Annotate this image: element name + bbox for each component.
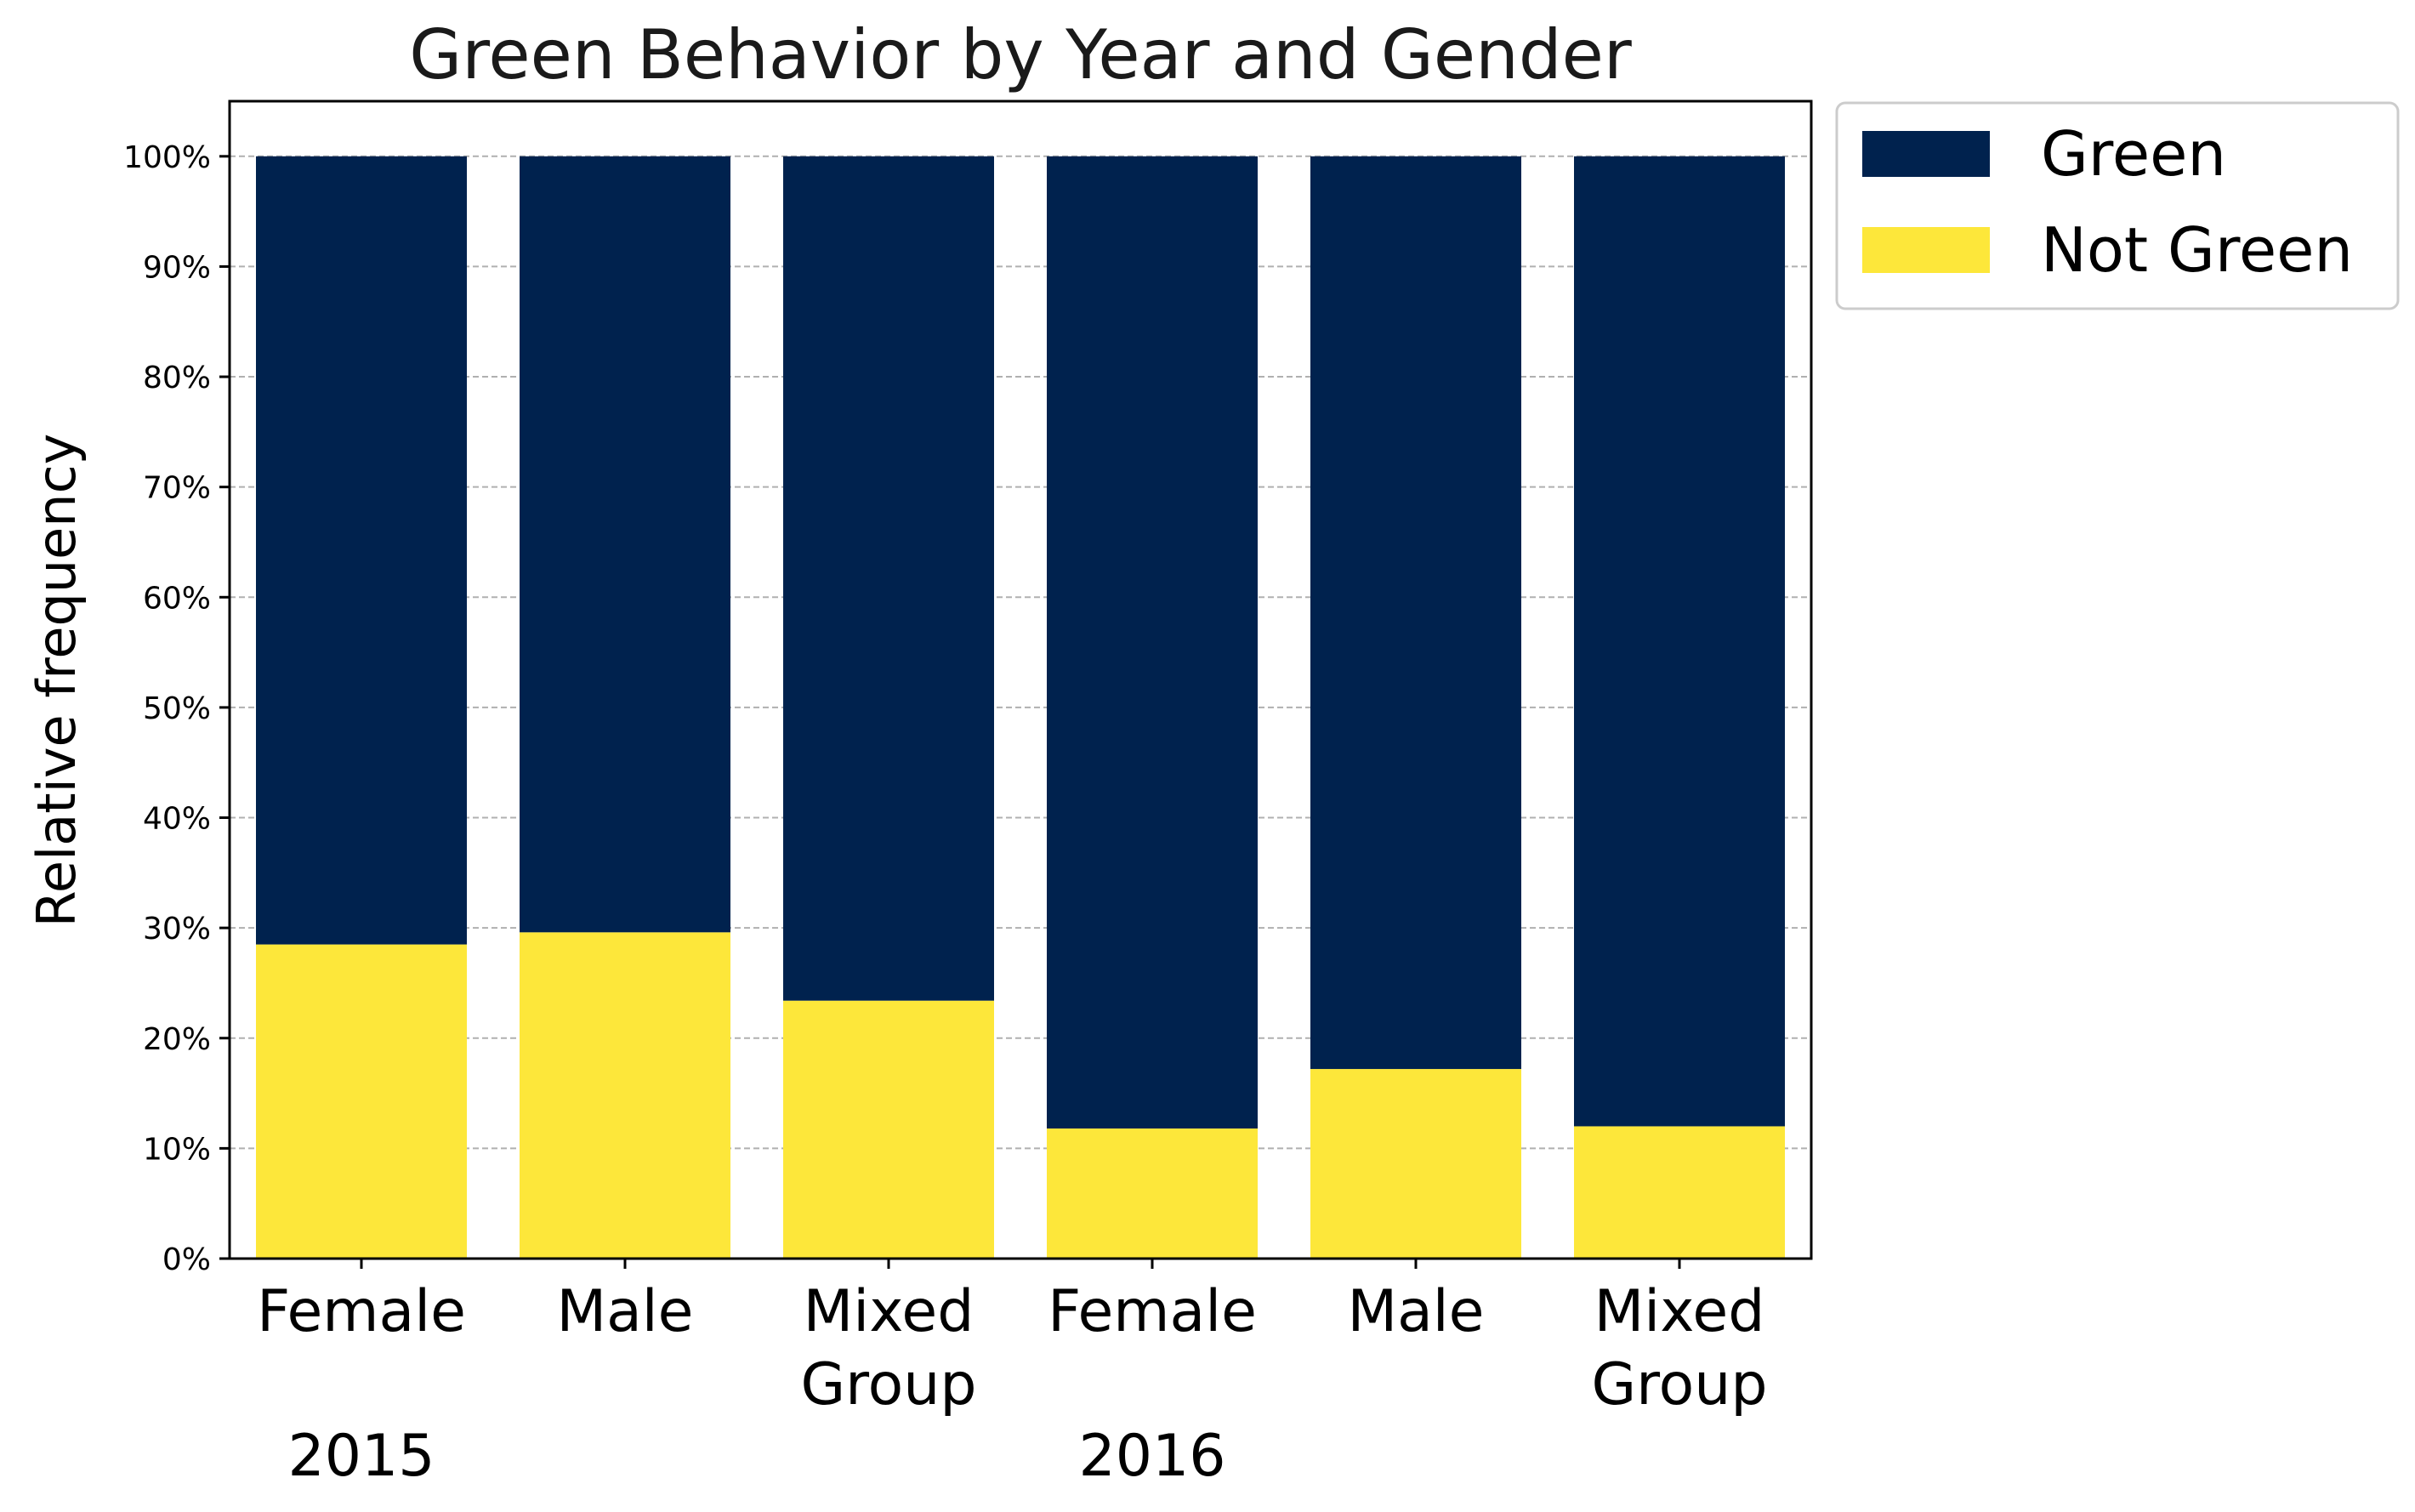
bar-not-green-4	[1310, 1069, 1521, 1259]
bar-not-green-2	[783, 1000, 994, 1259]
bar-not-green-0	[256, 944, 467, 1259]
bar-green-0	[256, 156, 467, 945]
group-label-1: 2016	[1078, 1423, 1225, 1490]
bar-not-green-1	[520, 932, 730, 1259]
x-tick-label-0-0: Female	[257, 1278, 466, 1345]
bar-green-2	[783, 156, 994, 1001]
bar-green-5	[1574, 156, 1785, 1127]
y-tick-label-30: 30%	[143, 912, 211, 946]
x-tick-label-5-0: Mixed	[1594, 1278, 1765, 1345]
bar-not-green-3	[1047, 1128, 1258, 1259]
legend-label-green: Green	[2041, 118, 2226, 190]
x-tick-label-4-0: Male	[1347, 1278, 1484, 1345]
x-tick-label-2-1: Group	[800, 1351, 976, 1418]
bar-series	[256, 156, 1785, 1259]
legend: Green Not Green	[1835, 101, 2400, 310]
gridlines	[230, 155, 1811, 1150]
legend-swatch-green	[1862, 131, 1990, 177]
x-tick-label-5-1: Group	[1591, 1351, 1767, 1418]
group-label-0: 2015	[287, 1423, 435, 1490]
legend-label-not-green: Not Green	[2041, 214, 2353, 286]
x-tick-label-2-0: Mixed	[804, 1278, 975, 1345]
bar-green-4	[1310, 156, 1521, 1070]
y-tick-label-100: 100%	[123, 140, 211, 175]
y-tick-label-70: 70%	[143, 471, 211, 506]
y-tick-label-90: 90%	[143, 250, 211, 285]
legend-swatch-not-green	[1862, 227, 1990, 273]
y-tick-label-80: 80%	[143, 361, 211, 395]
x-tick-label-3-0: Female	[1048, 1278, 1257, 1345]
y-tick-label-40: 40%	[143, 802, 211, 837]
y-axis-label: Relative frequency	[26, 434, 88, 928]
y-axis: 0% 10% 20% 30% 40% 50% 60% 70% 80% 90% 100%	[123, 140, 230, 1277]
bar-green-3	[1047, 156, 1258, 1129]
y-tick-label-20: 20%	[143, 1022, 211, 1057]
y-tick-label-60: 60%	[143, 581, 211, 616]
y-tick-label-50: 50%	[143, 691, 211, 726]
bar-not-green-5	[1574, 1126, 1785, 1259]
x-tick-label-1-0: Male	[556, 1278, 693, 1345]
chart-title: Green Behavior by Year and Gender	[409, 15, 1632, 94]
y-tick-label-0: 0%	[162, 1242, 211, 1277]
plot-frame	[228, 99, 1813, 1260]
y-tick-label-10: 10%	[143, 1132, 211, 1167]
bar-green-1	[520, 156, 730, 933]
